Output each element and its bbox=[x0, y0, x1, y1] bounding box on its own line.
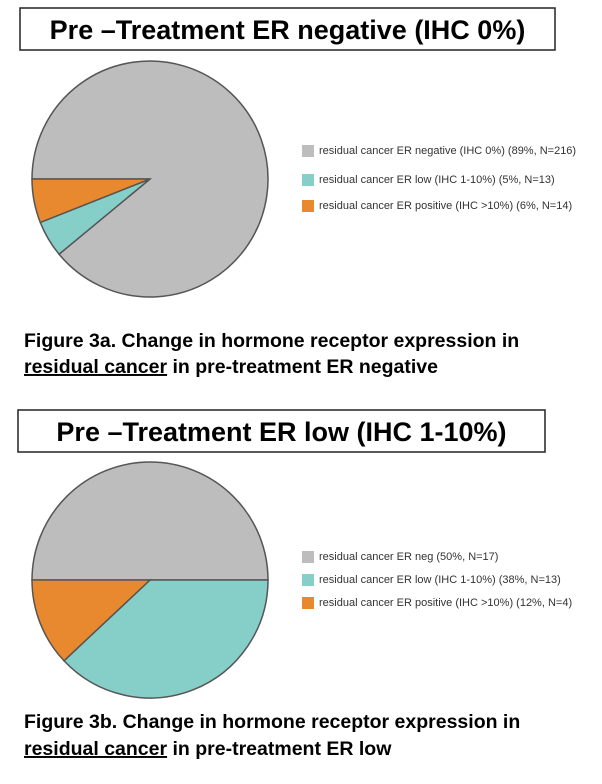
title-box bbox=[19, 7, 556, 51]
legend-swatch bbox=[302, 597, 314, 609]
caption-line: Figure 3b. Change in hormone receptor ex… bbox=[24, 711, 520, 733]
chart-title: Pre –Treatment ER low (IHC 1-10%) bbox=[56, 417, 506, 447]
pie-slice bbox=[31, 579, 152, 662]
caption-text: in pre-treatment ER low bbox=[173, 738, 393, 760]
legend-swatch bbox=[302, 145, 314, 157]
title-box bbox=[17, 409, 546, 453]
pie-slice bbox=[31, 178, 151, 224]
legend-label: residual cancer ER low (IHC 1-10%) (38%,… bbox=[319, 574, 561, 586]
legend-swatch bbox=[302, 200, 314, 212]
pie-slice bbox=[31, 461, 269, 581]
legend-swatch bbox=[302, 574, 314, 586]
legend-label: residual cancer ER positive (IHC >10%) (… bbox=[319, 597, 572, 609]
caption-text: in pre-treatment ER negative bbox=[173, 356, 439, 378]
legend-swatch bbox=[302, 174, 314, 186]
chart-title: Pre –Treatment ER negative (IHC 0%) bbox=[50, 15, 526, 45]
caption-line: residual cancer in pre-treatment ER low bbox=[24, 738, 392, 760]
caption-line: residual cancer in pre-treatment ER nega… bbox=[24, 356, 438, 378]
legend-label: residual cancer ER low (IHC 1-10%) (5%, … bbox=[319, 174, 555, 186]
legend-label: residual cancer ER neg (50%, N=17) bbox=[319, 551, 498, 563]
caption-underlined: residual cancer bbox=[24, 738, 167, 760]
legend-label: residual cancer ER positive (IHC >10%) (… bbox=[319, 200, 572, 212]
caption-line: Figure 3a. Change in hormone receptor ex… bbox=[24, 330, 519, 352]
legend-swatch bbox=[302, 551, 314, 563]
legend-label: residual cancer ER negative (IHC 0%) (89… bbox=[319, 145, 576, 157]
pie-slice bbox=[62, 579, 269, 699]
caption-underlined: residual cancer bbox=[24, 356, 167, 378]
